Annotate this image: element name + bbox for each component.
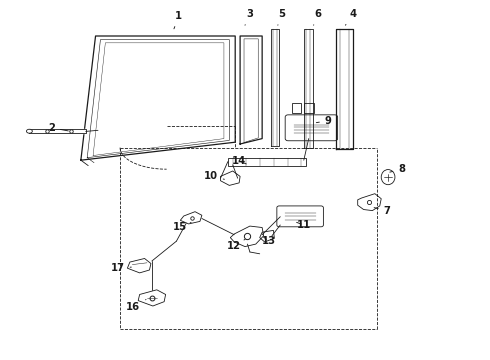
- Text: 2: 2: [48, 123, 68, 133]
- Text: 11: 11: [296, 220, 311, 230]
- Text: 16: 16: [126, 300, 146, 312]
- Text: 14: 14: [232, 156, 246, 166]
- Text: 12: 12: [227, 239, 245, 251]
- Text: 13: 13: [262, 236, 275, 246]
- Text: 9: 9: [317, 116, 332, 126]
- Text: 4: 4: [345, 9, 356, 25]
- Text: 15: 15: [173, 222, 191, 232]
- Text: 7: 7: [374, 206, 391, 216]
- Text: 17: 17: [111, 263, 131, 273]
- Text: 1: 1: [174, 11, 182, 29]
- Text: 3: 3: [245, 9, 253, 25]
- Text: 6: 6: [314, 9, 321, 25]
- Text: 10: 10: [204, 171, 224, 181]
- Bar: [228, 158, 306, 166]
- Text: 8: 8: [390, 164, 405, 174]
- Text: 5: 5: [278, 9, 285, 25]
- Ellipse shape: [26, 129, 32, 133]
